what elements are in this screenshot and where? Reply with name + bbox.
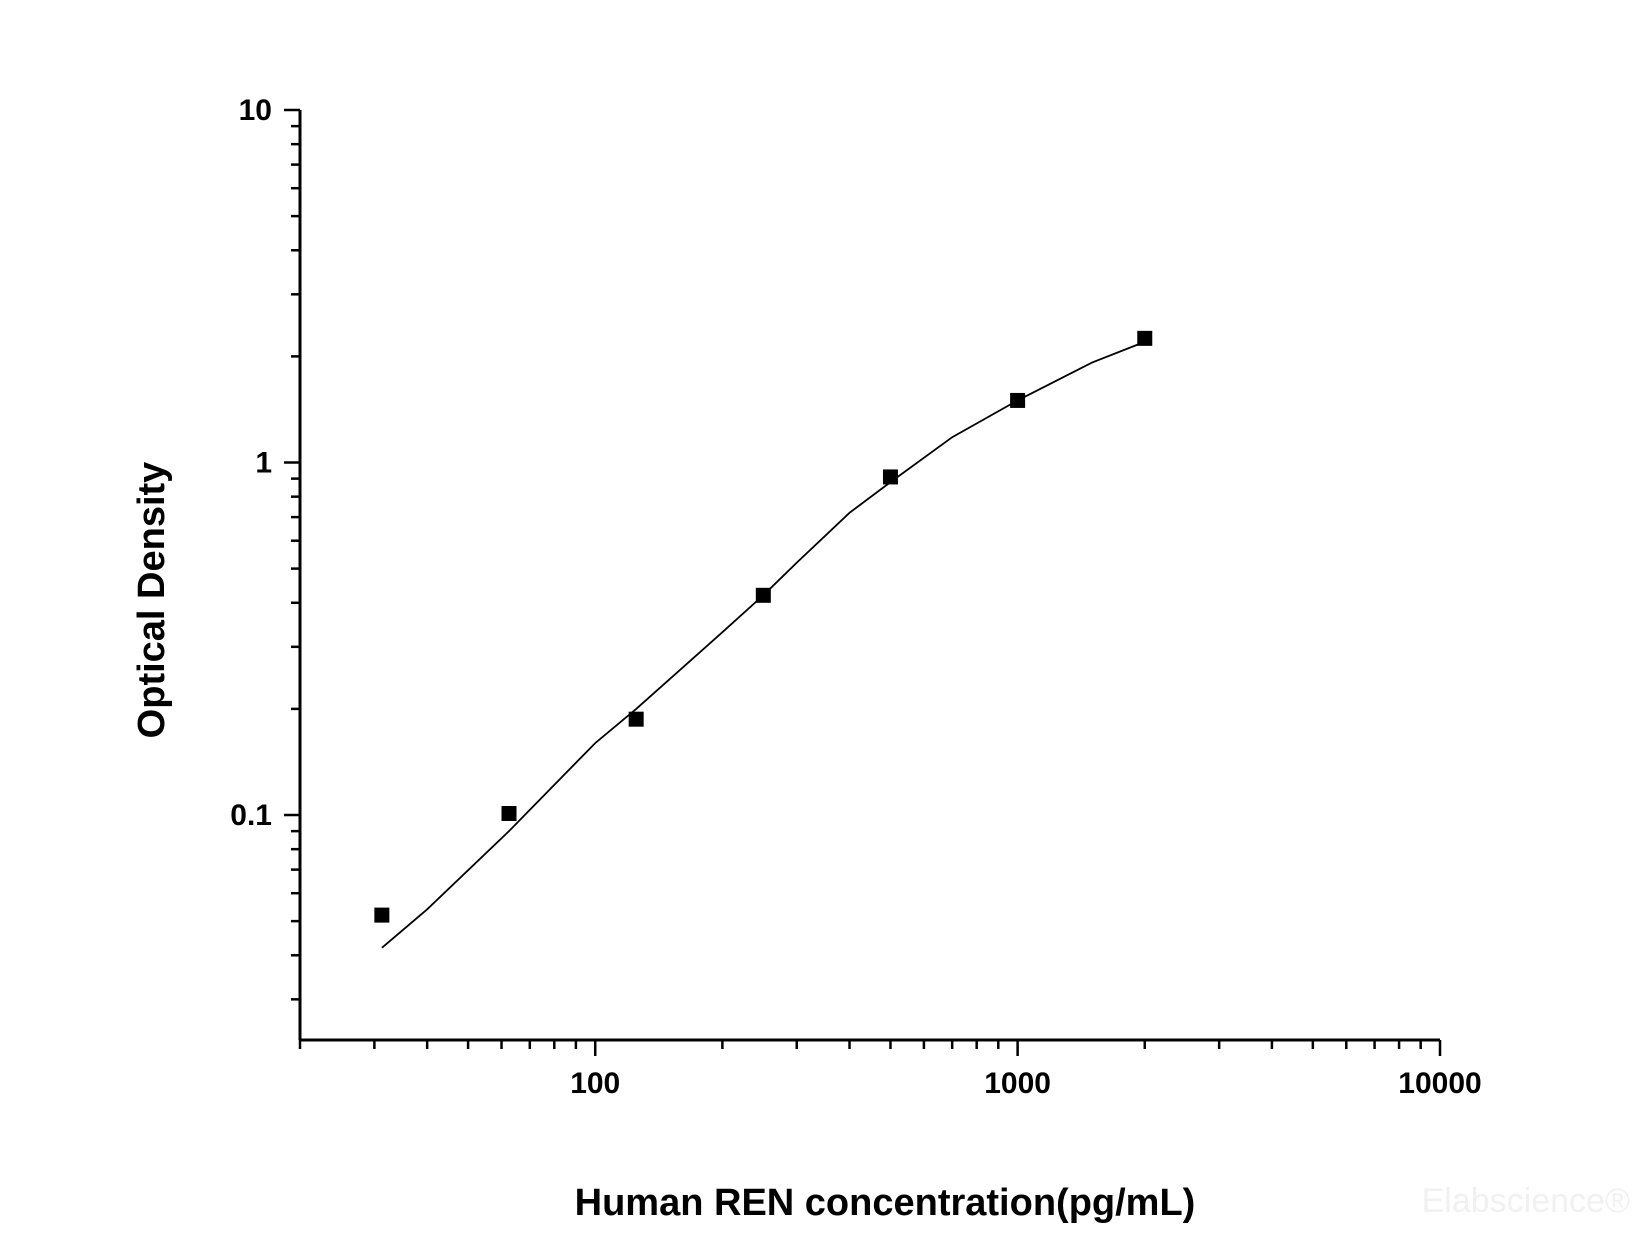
y-tick-label: 10 [239,94,272,127]
y-axis-title: Optical Density [131,462,173,739]
data-point [628,711,644,727]
x-tick-label: 100 [570,1067,620,1100]
watermark: Elabscience® [1422,1182,1630,1220]
fit-curve [381,340,1146,949]
data-point [882,469,898,485]
x-axis-title: Human REN concentration(pg/mL) [575,1182,1196,1224]
data-point [1010,392,1026,408]
x-tick-label: 10000 [1398,1067,1481,1100]
data-point [1137,330,1153,346]
fit-curve-group [381,340,1146,949]
data-points [374,330,1153,923]
data-point [374,907,390,923]
data-point [755,587,771,603]
x-tick-label: 1000 [984,1067,1051,1100]
y-tick-label: 1 [255,447,272,480]
axes [298,110,1440,1042]
data-point [501,805,517,821]
ticks: 100 1000 10000 0.1 1 10 [230,94,1481,1100]
y-tick-label: 0.1 [230,799,272,832]
